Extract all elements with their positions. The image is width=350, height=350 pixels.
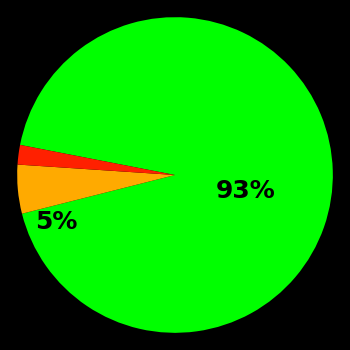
Wedge shape (20, 17, 333, 333)
Wedge shape (17, 164, 175, 214)
Wedge shape (18, 145, 175, 175)
Text: 5%: 5% (35, 210, 78, 234)
Text: 93%: 93% (216, 179, 276, 203)
